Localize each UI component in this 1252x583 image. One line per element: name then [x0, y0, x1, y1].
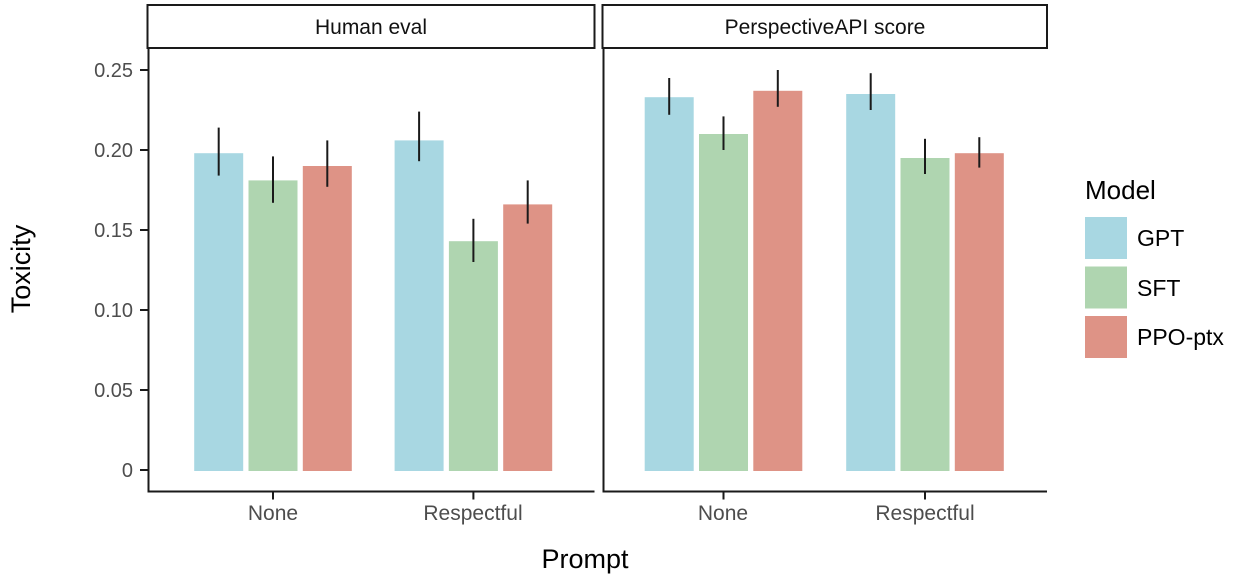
legend-swatch-ppo-ptx	[1085, 316, 1127, 358]
facet-strip-box	[146, 4, 596, 49]
bar-sft-none	[248, 180, 298, 471]
bar-gpt-respectful	[394, 140, 444, 471]
ytick-label-0-25: 0.25	[94, 60, 133, 82]
xtick-label-right-respectful: Respectful	[875, 502, 974, 525]
legend-swatch-sft	[1085, 266, 1127, 309]
legend-label-sft: SFT	[1137, 275, 1180, 301]
ytick-label-0-15: 0.15	[94, 220, 133, 242]
bar-ppo-ptx-none	[753, 90, 803, 472]
legend-label-ppo-ptx: PPO-ptx	[1137, 324, 1224, 350]
bar-ppo-ptx-none	[302, 166, 352, 471]
facet-strip-label-perspective-api: PerspectiveAPI score	[725, 16, 926, 39]
bar-sft-respectful	[448, 241, 498, 471]
x-axis-title: Prompt	[541, 544, 629, 574]
facet-strip-box	[601, 4, 1048, 49]
facet-strip-label-human-eval: Human eval	[315, 16, 427, 39]
chart-geometry	[140, 4, 1127, 500]
legend-title: Model	[1085, 175, 1156, 205]
xtick-label-left-respectful: Respectful	[423, 502, 522, 525]
bar-ppo-ptx-respectful	[503, 204, 553, 471]
bar-sft-none	[699, 134, 748, 471]
legend-swatch-gpt	[1085, 217, 1127, 259]
bar-gpt-none	[194, 153, 244, 471]
y-axis-title: Toxicity	[6, 224, 36, 313]
bar-sft-respectful	[900, 158, 950, 471]
legend-label-gpt: GPT	[1137, 225, 1184, 251]
ytick-label-0: 0	[122, 460, 133, 482]
ytick-label-0-20: 0.20	[94, 140, 133, 162]
ytick-label-0-05: 0.05	[94, 380, 133, 402]
bar-gpt-respectful	[846, 94, 896, 471]
ytick-label-0-10: 0.10	[94, 300, 133, 322]
bar-gpt-none	[644, 97, 694, 471]
xtick-label-right-none: None	[698, 502, 748, 525]
bar-ppo-ptx-respectful	[954, 153, 1004, 471]
xtick-label-left-none: None	[248, 502, 298, 525]
